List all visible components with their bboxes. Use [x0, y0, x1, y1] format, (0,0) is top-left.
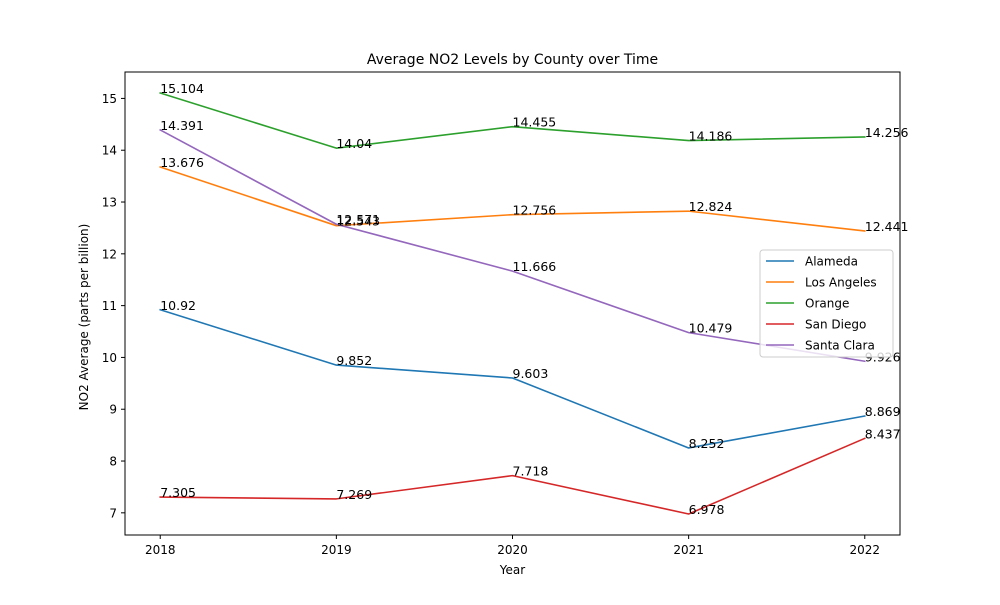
series-line-los-angeles	[159, 165, 866, 232]
y-tick-label: 14	[102, 144, 117, 158]
legend-label: Los Angeles	[805, 276, 877, 290]
data-label: 12.824	[689, 199, 733, 214]
series-line-san-diego	[159, 437, 866, 515]
x-axis: 2018 2019 2020 2021 2022	[145, 535, 880, 557]
data-label: 14.04	[336, 136, 372, 151]
data-label: 9.852	[336, 353, 372, 368]
data-label: 8.869	[865, 404, 901, 419]
legend: Alameda Los Angeles Orange San Diego Santa C…	[759, 249, 894, 358]
data-label: 13.676	[160, 155, 204, 170]
series-lines	[159, 92, 866, 515]
legend-box	[759, 249, 894, 358]
x-tick-label: 2022	[849, 543, 880, 557]
series-line-santa-clara	[159, 128, 866, 363]
data-label: 9.603	[513, 366, 549, 381]
y-axis-label: NO2 Average (parts per billion)	[77, 224, 91, 411]
y-tick-label: 11	[102, 299, 117, 313]
data-label: 7.269	[336, 487, 372, 502]
data-label: 10.92	[160, 298, 196, 313]
legend-label: San Diego	[805, 318, 866, 332]
data-label: 7.305	[160, 485, 196, 500]
series-line-alameda	[159, 308, 866, 449]
y-tick-label: 8	[109, 455, 117, 469]
data-label: 12.756	[513, 203, 557, 218]
legend-label: Santa Clara	[805, 339, 875, 353]
data-label: 7.718	[513, 464, 549, 479]
data-label: 12.543	[336, 214, 380, 229]
data-label: 14.391	[160, 118, 204, 133]
y-tick-label: 10	[102, 351, 117, 365]
x-tick-label: 2018	[145, 543, 176, 557]
data-label: 14.455	[513, 115, 557, 130]
y-tick-label: 13	[102, 196, 117, 210]
data-label: 6.978	[689, 502, 725, 517]
data-label: 8.252	[689, 436, 725, 451]
data-label: 8.437	[865, 426, 901, 441]
y-tick-label: 9	[109, 403, 117, 417]
x-axis-label: Year	[499, 563, 525, 577]
y-tick-label: 7	[109, 506, 117, 520]
series-line-orange	[159, 92, 866, 149]
legend-label: Alameda	[805, 255, 858, 269]
y-axis: 7 8 9 10 11 12 13 14 15	[102, 92, 125, 520]
legend-label: Orange	[805, 297, 849, 311]
data-label: 12.571	[336, 212, 380, 227]
x-tick-label: 2019	[321, 543, 352, 557]
y-tick-label: 15	[102, 92, 117, 106]
x-tick-label: 2020	[497, 543, 528, 557]
x-tick-label: 2021	[673, 543, 704, 557]
data-label: 14.186	[689, 129, 733, 144]
y-tick-label: 12	[102, 247, 117, 261]
data-label: 14.256	[865, 125, 909, 140]
data-label: 15.104	[160, 81, 204, 96]
data-label: 12.441	[865, 219, 909, 234]
data-label: 11.666	[513, 259, 557, 274]
chart-title: Average NO2 Levels by County over Time	[367, 52, 658, 68]
data-label: 10.479	[689, 321, 733, 336]
